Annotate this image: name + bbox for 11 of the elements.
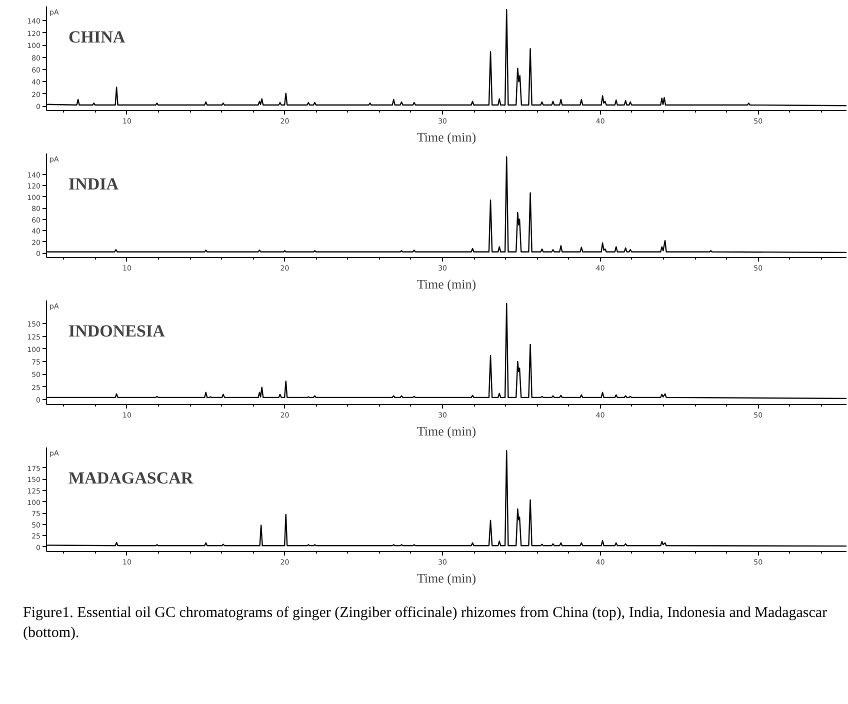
text: MADAGASCAR [68,468,194,488]
text: CHINA [68,28,126,46]
text: INDIA [68,174,120,194]
x-axis-title: Time (min) [416,570,476,586]
caption: Figure1. Essential oil GC chromatograms of ginger (Zingiber officinale) rhizomes from China (top), India, Indonesia and Madagascar (bottom). [23,604,828,644]
x-axis-title: Time (min) [416,424,476,438]
text: INDONESIA [68,322,166,340]
x-axis-title: Time (min) [416,276,476,292]
line-series [46,8,846,106]
line-series [46,156,846,254]
x-axis-title: Time (min) [416,130,476,144]
